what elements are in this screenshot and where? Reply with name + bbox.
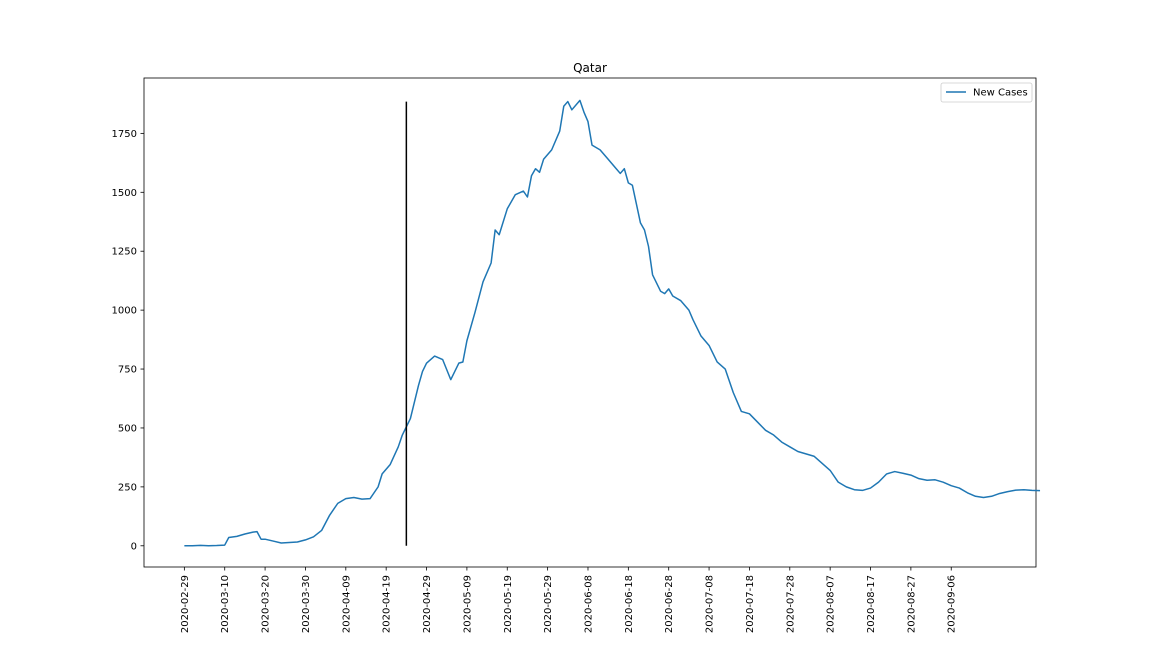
x-tick-label: 2020-03-30 (301, 575, 312, 633)
x-tick-label: 2020-08-17 (866, 575, 877, 633)
x-tick-label: 2020-03-20 (261, 575, 272, 633)
legend-box (940, 82, 1033, 103)
x-tick-label: 2020-07-28 (785, 575, 796, 633)
y-tick-label: 1000 (112, 306, 137, 317)
x-tick-label: 2020-03-10 (220, 575, 231, 633)
x-tick-label: 2020-05-29 (543, 575, 554, 633)
x-tick-label: 2020-07-08 (705, 575, 716, 633)
y-tick-label: 0 (131, 541, 137, 552)
x-tick-label: 2020-06-18 (624, 575, 635, 633)
x-tick-label: 2020-05-19 (503, 575, 514, 633)
plot-area (143, 77, 1037, 568)
chart-title: Qatar (573, 61, 607, 75)
x-tick-label: 2020-04-19 (382, 575, 393, 633)
y-tick-label: 750 (118, 365, 137, 376)
legend-label-new-cases: New Cases (973, 88, 1028, 99)
x-tick-label: 2020-08-27 (906, 575, 917, 633)
x-tick-label: 2020-02-29 (180, 575, 191, 633)
y-tick-label: 1250 (112, 247, 137, 258)
y-tick-label: 1750 (112, 129, 137, 140)
x-tick-label: 2020-09-06 (947, 575, 958, 633)
plot-frame (143, 77, 1037, 568)
legend: New Cases (940, 82, 1033, 103)
x-tick-label: 2020-07-18 (745, 575, 756, 633)
x-tick-label: 2020-05-09 (462, 575, 473, 633)
x-tick-label: 2020-08-07 (826, 575, 837, 633)
x-tick-label: 2020-06-28 (664, 575, 675, 633)
y-tick-label: 1500 (112, 188, 137, 199)
y-tick-label: 500 (118, 423, 137, 434)
x-tick-label: 2020-04-09 (341, 575, 352, 633)
y-axis: 0 250 500 750 1000 1250 1500 1750 (112, 129, 144, 552)
x-tick-label: 2020-04-29 (422, 575, 433, 633)
series-layer (184, 99, 1041, 547)
y-tick-label: 250 (118, 482, 137, 493)
x-tick-label: 2020-06-08 (583, 575, 594, 633)
x-axis: 2020-02-29 2020-03-10 2020-03-20 2020-03-30… (180, 567, 958, 633)
series-line-new-cases (184, 99, 1041, 547)
